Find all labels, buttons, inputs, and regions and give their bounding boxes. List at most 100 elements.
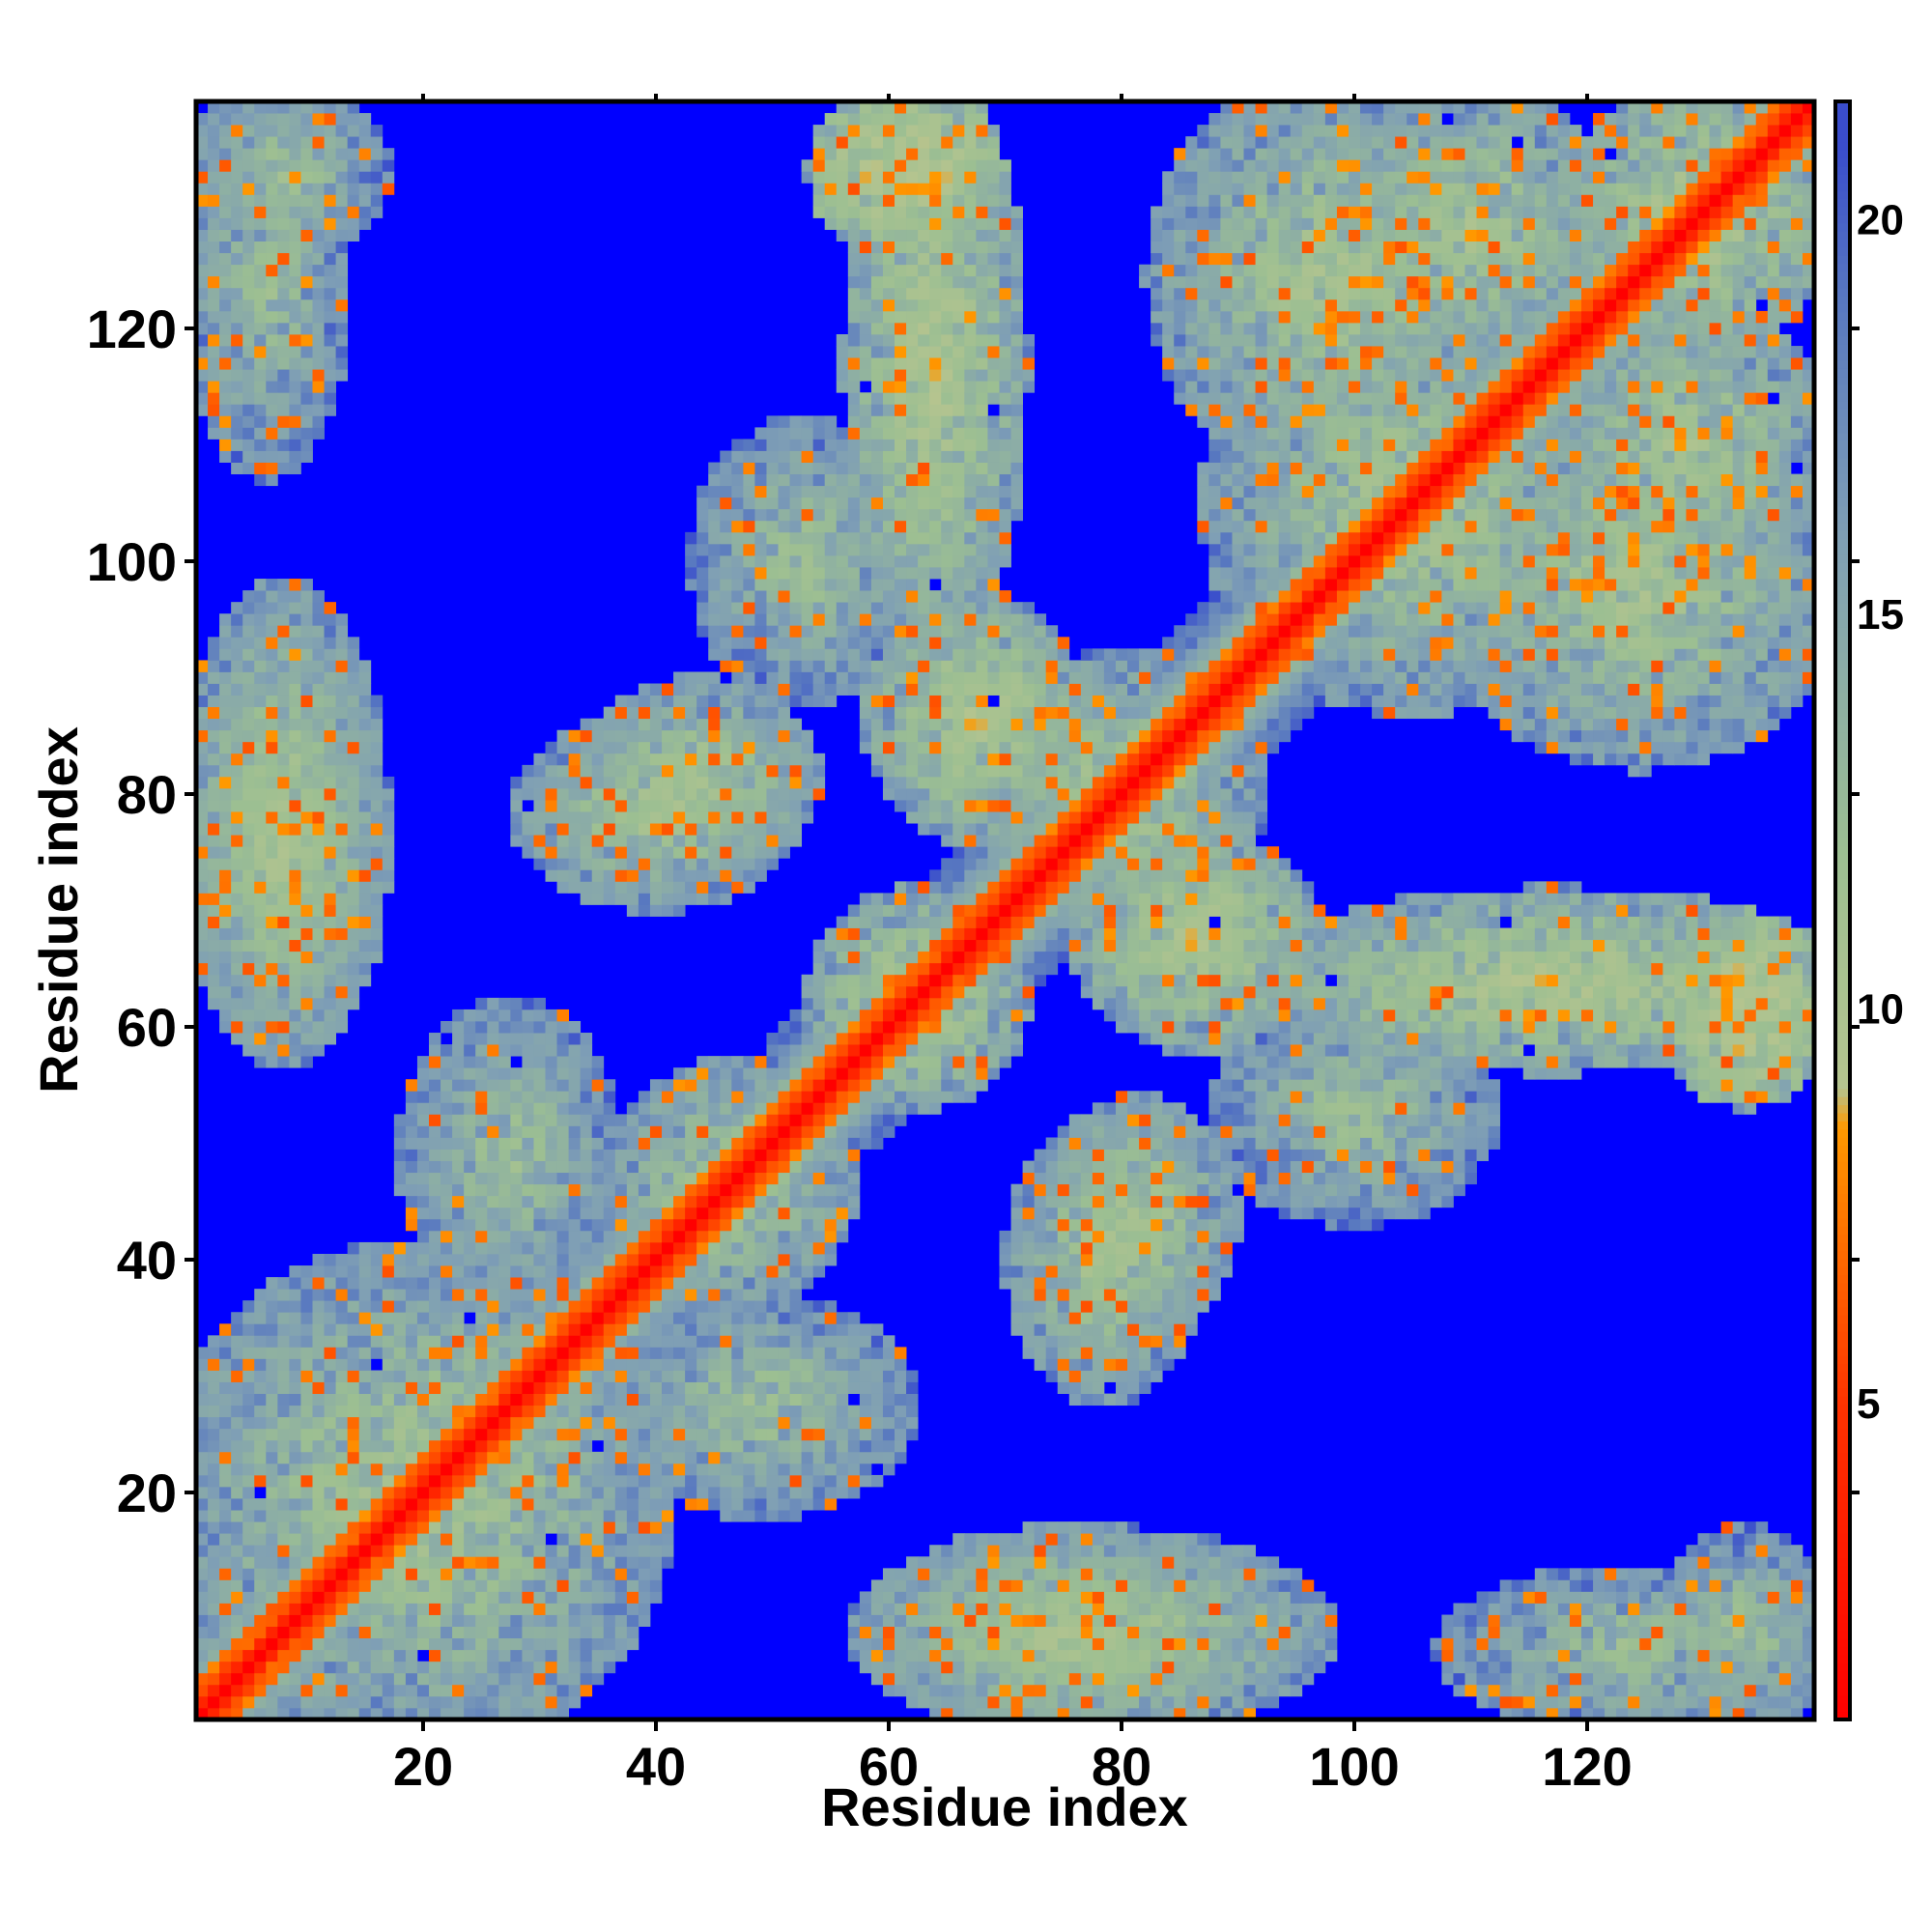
heatmap-cell <box>859 171 872 184</box>
heatmap-cell <box>789 1451 803 1464</box>
heatmap-cell <box>242 625 255 638</box>
heatmap-cell <box>743 450 755 463</box>
heatmap-cell <box>196 346 209 358</box>
heatmap-cell <box>545 1207 557 1220</box>
heatmap-cell <box>254 764 267 778</box>
heatmap-cell <box>452 1358 465 1371</box>
heatmap-cell <box>300 1009 313 1022</box>
heatmap-cell <box>882 1568 895 1580</box>
heatmap-cell <box>219 1684 232 1697</box>
heatmap-cell <box>196 904 209 917</box>
heatmap-cell <box>429 1323 441 1336</box>
heatmap-cell <box>591 1265 605 1278</box>
heatmap-cell <box>208 125 220 137</box>
heatmap-cell <box>731 590 744 603</box>
heatmap-cell <box>801 695 814 708</box>
heatmap-cell <box>895 1661 907 1674</box>
heatmap-cell <box>649 787 663 801</box>
heatmap-cell <box>464 1439 476 1453</box>
heatmap-cell <box>882 229 895 242</box>
heatmap-cell <box>289 858 301 870</box>
heatmap-cell <box>895 1033 907 1045</box>
heatmap-cell <box>416 1358 430 1371</box>
heatmap-cell <box>836 206 849 218</box>
heatmap-cell <box>324 1684 336 1697</box>
heatmap-cell <box>626 1207 639 1220</box>
heatmap-cell <box>882 125 895 137</box>
heatmap-cell <box>208 729 220 743</box>
heatmap-cell <box>277 1033 290 1045</box>
heatmap-cell <box>242 881 255 894</box>
heatmap-cell <box>196 1591 209 1604</box>
heatmap-cell <box>836 951 849 964</box>
heatmap-cell <box>895 800 907 812</box>
heatmap-cell <box>847 159 861 172</box>
heatmap-cell <box>824 1195 838 1208</box>
heatmap-cell <box>300 357 313 370</box>
heatmap-cell <box>778 1020 790 1034</box>
heatmap-cell <box>766 729 779 743</box>
heatmap-cell <box>498 1568 511 1580</box>
heatmap-cell <box>335 858 349 870</box>
heatmap-cell <box>347 194 360 207</box>
heatmap-cell <box>882 729 895 743</box>
heatmap-cell <box>440 1591 453 1604</box>
heatmap-cell <box>347 951 360 964</box>
heatmap-cell <box>196 252 209 266</box>
heatmap-cell <box>720 823 732 836</box>
heatmap-cell <box>662 881 674 894</box>
heatmap-cell <box>614 1498 628 1511</box>
heatmap-cell <box>533 1545 546 1557</box>
heatmap-cell <box>743 1114 755 1126</box>
heatmap-cell <box>254 729 267 743</box>
heatmap-cell <box>416 1335 430 1348</box>
heatmap-cell <box>312 1614 325 1627</box>
heatmap-cell <box>626 1370 639 1382</box>
heatmap-cell <box>196 229 209 242</box>
heatmap-cell <box>812 497 826 510</box>
heatmap-cell <box>452 1603 465 1615</box>
heatmap-cell <box>895 298 907 312</box>
heatmap-cell <box>754 602 767 614</box>
heatmap-cell <box>812 1183 826 1197</box>
heatmap-cell <box>242 1695 255 1709</box>
heatmap-cell <box>266 1568 278 1580</box>
heatmap-cell <box>277 1056 290 1068</box>
heatmap-cell <box>254 846 267 859</box>
heatmap-cell <box>242 1510 255 1522</box>
heatmap-cell <box>429 1591 441 1604</box>
heatmap-cell <box>870 1603 884 1615</box>
heatmap-cell <box>498 1416 511 1430</box>
heatmap-cell <box>277 357 290 370</box>
heatmap-cell <box>847 1416 861 1430</box>
heatmap-cell <box>242 962 255 976</box>
heatmap-cell <box>743 1416 755 1430</box>
heatmap-cell <box>464 1300 476 1313</box>
heatmap-cell <box>626 1579 639 1592</box>
heatmap-cell <box>638 1474 651 1488</box>
heatmap-cell <box>673 1230 686 1243</box>
heatmap-cell <box>859 893 872 905</box>
heatmap-cell <box>231 1637 243 1651</box>
heatmap-cell <box>778 637 790 649</box>
heatmap-cell <box>254 136 267 149</box>
heatmap-cell <box>568 1300 582 1313</box>
heatmap-cell <box>312 322 325 335</box>
heatmap-cell <box>347 893 360 905</box>
heatmap-cell <box>335 916 349 928</box>
heatmap-cell <box>685 1451 697 1464</box>
heatmap-cell <box>836 939 849 952</box>
heatmap-cell <box>312 985 325 999</box>
heatmap-cell <box>638 695 651 708</box>
heatmap-cell <box>358 136 372 149</box>
heatmap-cell <box>370 823 384 836</box>
heatmap-cell <box>778 1289 790 1301</box>
heatmap-cell <box>242 602 255 614</box>
heatmap-cell <box>324 729 336 743</box>
heatmap-cell <box>568 1510 582 1522</box>
heatmap-cell <box>289 357 301 370</box>
heatmap-cell <box>382 1265 395 1278</box>
heatmap-cell <box>591 1067 605 1080</box>
heatmap-cell <box>870 427 884 440</box>
heatmap-cell <box>289 369 301 382</box>
